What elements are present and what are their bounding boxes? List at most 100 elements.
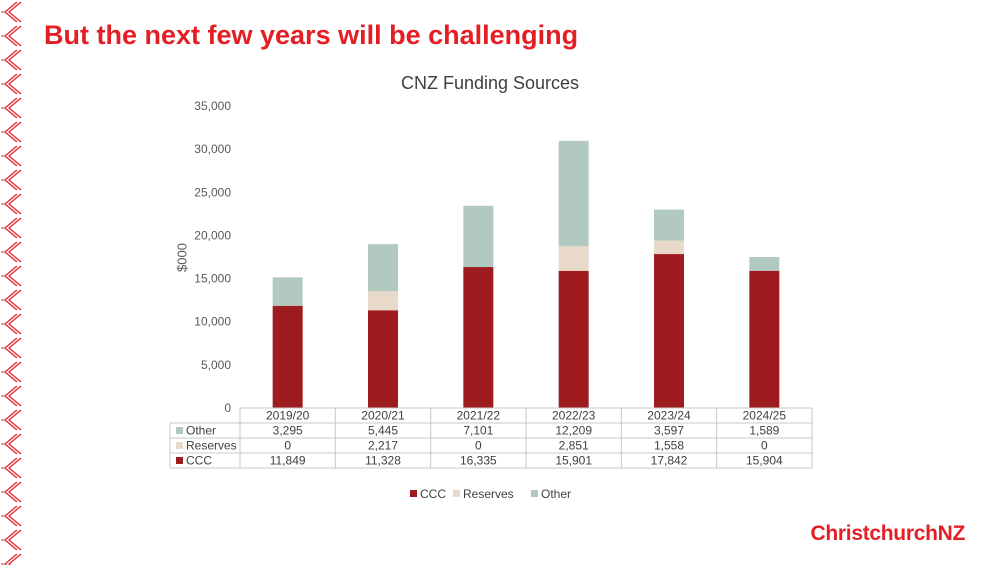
chevron-mark bbox=[8, 49, 22, 71]
y-tick-label: 35,000 bbox=[194, 99, 231, 113]
data-label: 1,589 bbox=[749, 424, 779, 438]
chevron-mark bbox=[4, 73, 18, 95]
bar-reserves-2023-24 bbox=[654, 240, 684, 255]
chevron-mark bbox=[4, 385, 18, 407]
chevron-mark bbox=[8, 97, 22, 119]
data-label: 11,849 bbox=[270, 454, 306, 468]
data-label: 15,904 bbox=[746, 454, 783, 468]
chevron-mark bbox=[8, 481, 22, 503]
bar-other-2019-20 bbox=[272, 277, 303, 306]
data-label: 3,597 bbox=[654, 424, 684, 438]
legend-key-other bbox=[531, 490, 538, 497]
y-tick-label: 0 bbox=[224, 401, 231, 415]
data-label: 5,445 bbox=[368, 424, 398, 438]
bar-other-2020-21 bbox=[368, 244, 398, 292]
chevron-mark bbox=[4, 97, 18, 119]
data-label: 17,842 bbox=[651, 454, 688, 468]
data-label: 12,209 bbox=[555, 424, 592, 438]
table-legend-key-reserves bbox=[176, 442, 183, 449]
chevron-mark bbox=[4, 553, 18, 565]
legend-key-reserves bbox=[453, 490, 460, 497]
data-label: 3,295 bbox=[273, 424, 303, 438]
data-label: 2,851 bbox=[559, 439, 589, 453]
chevron-mark bbox=[8, 529, 22, 551]
chevron-mark bbox=[4, 409, 18, 431]
chevron-mark bbox=[8, 409, 22, 431]
chevron-mark bbox=[4, 169, 18, 191]
chevron-mark bbox=[4, 505, 18, 527]
data-label: 0 bbox=[475, 439, 482, 453]
chevron-mark bbox=[4, 433, 18, 455]
bar-other-2023-24 bbox=[654, 209, 684, 241]
table-row-label: Reserves bbox=[186, 439, 237, 453]
chevron-mark bbox=[8, 169, 22, 191]
y-tick-label: 15,000 bbox=[194, 272, 231, 286]
table-legend-key-ccc bbox=[176, 457, 183, 464]
chevron-mark bbox=[8, 289, 22, 311]
chevron-mark bbox=[8, 313, 22, 335]
bar-ccc-2020-21 bbox=[368, 310, 398, 408]
chevron-mark bbox=[4, 25, 18, 47]
chevron-mark bbox=[8, 433, 22, 455]
chevron-mark bbox=[8, 73, 22, 95]
chevron-mark bbox=[4, 457, 18, 479]
table-row-label: Other bbox=[186, 424, 216, 438]
chevron-mark bbox=[4, 145, 18, 167]
data-label: 0 bbox=[284, 439, 291, 453]
slide-title: But the next few years will be challengi… bbox=[44, 20, 579, 50]
bar-ccc-2022-23 bbox=[558, 270, 589, 408]
chart-title: CNZ Funding Sources bbox=[400, 73, 580, 93]
bar-other-2022-23 bbox=[558, 140, 589, 247]
y-tick-label: 30,000 bbox=[194, 142, 231, 156]
bar-other-2024-25 bbox=[749, 257, 780, 271]
data-label: 11,328 bbox=[365, 454, 401, 468]
chevron-mark bbox=[8, 241, 22, 263]
chevron-mark bbox=[8, 457, 22, 479]
chevron-mark bbox=[4, 217, 18, 239]
chevron-mark bbox=[4, 1, 18, 23]
bar-other-2021-22 bbox=[463, 205, 494, 268]
y-tick-label: 5,000 bbox=[201, 358, 231, 372]
legend-label: CCC bbox=[420, 487, 446, 501]
chevron-mark bbox=[8, 553, 22, 565]
x-tick-label: 2022/23 bbox=[552, 409, 596, 423]
bar-ccc-2019-20 bbox=[272, 305, 303, 408]
chevron-mark bbox=[8, 337, 22, 359]
legend-label: Other bbox=[541, 487, 571, 501]
chevron-mark bbox=[4, 313, 18, 335]
table-legend-key-other bbox=[176, 427, 183, 434]
bar-ccc-2021-22 bbox=[463, 267, 494, 408]
chevron-mark bbox=[4, 241, 18, 263]
data-label: 15,901 bbox=[555, 454, 592, 468]
data-label: 16,335 bbox=[460, 454, 497, 468]
y-tick-label: 20,000 bbox=[194, 228, 231, 242]
chevron-mark bbox=[8, 121, 22, 143]
chevron-mark bbox=[8, 361, 22, 383]
chevron-mark bbox=[4, 361, 18, 383]
x-tick-label: 2021/22 bbox=[457, 409, 501, 423]
bar-reserves-2022-23 bbox=[558, 246, 589, 271]
chevron-mark bbox=[4, 193, 18, 215]
chevron-mark bbox=[8, 25, 22, 47]
data-label: 1,558 bbox=[654, 439, 684, 453]
chevron-mark bbox=[8, 505, 22, 527]
x-tick-label: 2020/21 bbox=[361, 409, 405, 423]
chevron-mark bbox=[4, 121, 18, 143]
brand-logo: ChristchurchNZ bbox=[810, 522, 966, 545]
data-label: 2,217 bbox=[368, 439, 398, 453]
x-tick-label: 2019/20 bbox=[266, 409, 310, 423]
chevron-mark bbox=[4, 529, 18, 551]
chevron-mark bbox=[8, 145, 22, 167]
y-tick-label: 10,000 bbox=[194, 315, 231, 329]
x-tick-label: 2023/24 bbox=[647, 409, 691, 423]
bar-ccc-2023-24 bbox=[654, 254, 684, 408]
chevron-mark bbox=[8, 265, 22, 287]
chevron-mark bbox=[8, 193, 22, 215]
chevron-mark bbox=[4, 481, 18, 503]
table-row-label: CCC bbox=[186, 454, 212, 468]
chevron-mark bbox=[4, 337, 18, 359]
chevron-mark bbox=[8, 217, 22, 239]
chevron-mark bbox=[4, 265, 18, 287]
chevron-mark bbox=[4, 289, 18, 311]
chevron-mark bbox=[8, 1, 22, 23]
